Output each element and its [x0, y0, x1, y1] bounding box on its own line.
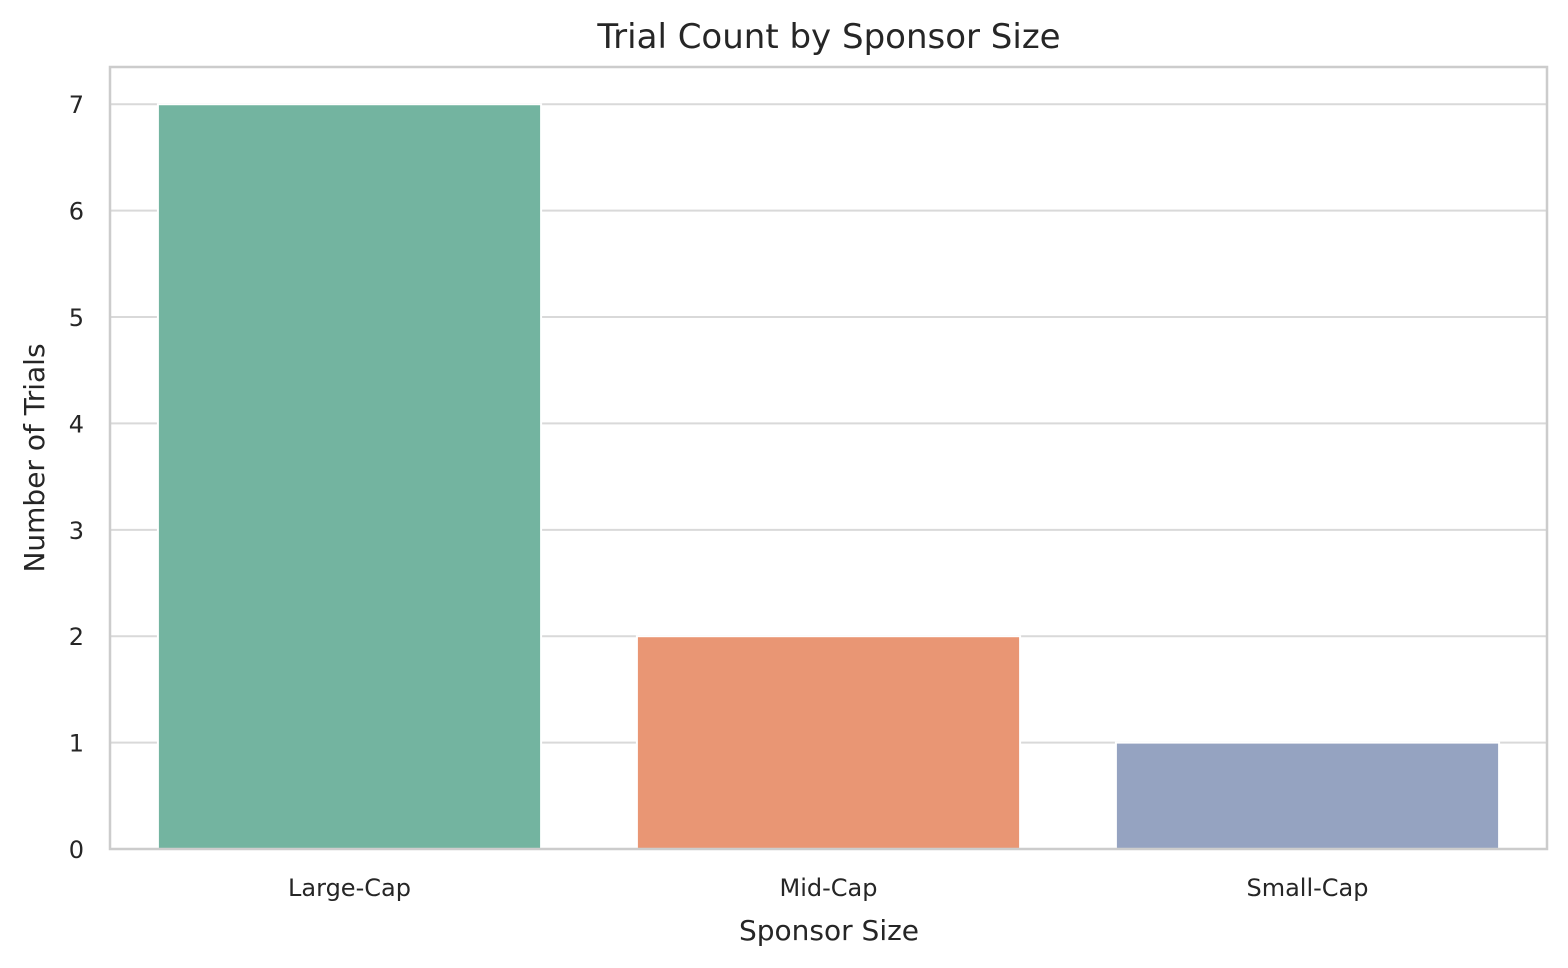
plot-frame [108, 65, 1549, 851]
x-tick-labels: Large-Cap Mid-Cap Small-Cap [288, 874, 1368, 902]
x-tick-label: Large-Cap [288, 874, 411, 902]
bar-large-cap [156, 103, 543, 850]
y-tick-label: 3 [69, 517, 84, 545]
y-tick-label: 2 [69, 623, 84, 651]
y-tick-label: 4 [69, 410, 84, 438]
y-tick-labels: 0 1 2 3 4 5 6 7 [69, 91, 84, 864]
bar-mid-cap [635, 635, 1022, 850]
bar-small-cap [1114, 741, 1501, 851]
x-tick-label: Small-Cap [1246, 874, 1368, 902]
y-axis-label: Number of Trials [18, 343, 51, 572]
y-tick-label: 1 [69, 730, 84, 758]
y-tick-label: 5 [69, 304, 84, 332]
y-tick-label: 0 [69, 836, 84, 864]
y-tick-label: 7 [69, 91, 84, 119]
y-tick-label: 6 [69, 198, 84, 226]
chart-title: Trial Count by Sponsor Size [596, 17, 1060, 57]
x-tick-label: Mid-Cap [780, 874, 878, 902]
x-axis-label: Sponsor Size [739, 914, 919, 947]
bars [156, 103, 1501, 851]
